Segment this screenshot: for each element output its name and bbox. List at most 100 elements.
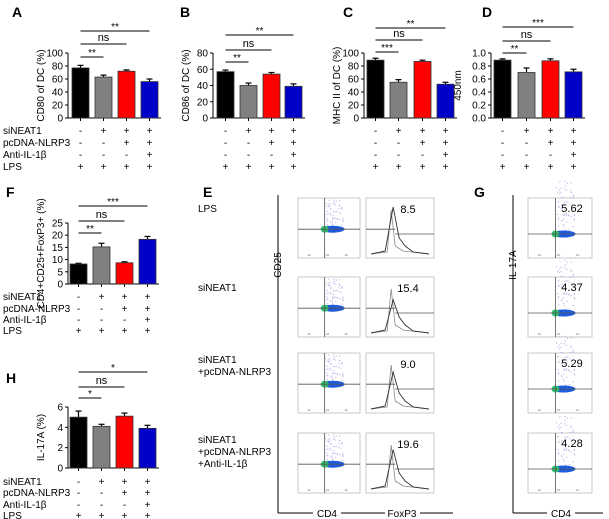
bar-H-3	[115, 415, 134, 469]
cell-dot	[339, 374, 341, 376]
cell-dot	[328, 434, 330, 436]
cell-dot	[562, 276, 564, 278]
cell-dot	[338, 290, 340, 293]
cell-dot	[574, 298, 576, 300]
cell-dot	[572, 460, 574, 463]
E-percentage: 9.0	[400, 359, 415, 371]
y-tick-label: 80	[197, 49, 209, 60]
cell-dot	[559, 181, 561, 183]
E-percentage: 19.6	[397, 439, 418, 451]
condition-sign: -	[100, 500, 103, 511]
cell-dot	[338, 443, 340, 445]
y-tick-label: 0	[57, 114, 63, 125]
condition-sign: +	[78, 162, 84, 173]
cell-dot	[330, 456, 332, 458]
condition-sign: +	[101, 126, 107, 137]
cell-dot	[563, 214, 565, 216]
cell-dot	[565, 214, 567, 216]
condition-sign: -	[100, 304, 103, 315]
cell-dot	[562, 297, 565, 299]
y-axis-label-H: IL-17A (%)	[36, 414, 47, 461]
cell-dot	[340, 212, 342, 214]
bar-D-4	[564, 71, 583, 119]
label-bg	[547, 507, 575, 519]
x-tick-label: 10	[557, 332, 561, 336]
condition-label: LPS	[3, 511, 22, 519]
y-tick-label: 0	[353, 114, 359, 125]
y-axis-label-B: CD86 of DC (%)	[181, 49, 192, 121]
cell-dot	[341, 442, 343, 444]
cell-dot	[558, 225, 560, 227]
x-tick-label: 10	[576, 488, 580, 492]
y-tick-label: 0	[57, 464, 63, 475]
panel-letter-F: F	[6, 184, 15, 200]
y-tick-label: 80	[348, 62, 360, 73]
x-tick-label: 10	[557, 408, 561, 412]
y-tick-label: 40	[348, 88, 360, 99]
cell-dot	[571, 283, 573, 285]
cell-dot	[565, 292, 567, 294]
cell-dot	[331, 375, 334, 377]
cell-dot	[562, 218, 565, 220]
cell-dot	[330, 447, 332, 449]
cell-dot	[557, 280, 559, 282]
cell-dot	[561, 375, 563, 377]
cell-dot	[333, 199, 335, 201]
cell-dot	[334, 289, 336, 292]
panel-letter-C: C	[343, 4, 353, 20]
cell-dot	[563, 363, 565, 366]
condition-label: pcDNA-NLRP3	[3, 138, 71, 149]
cell-dot	[339, 355, 341, 357]
y-tick-label: 60	[197, 65, 209, 76]
cell-dot	[336, 445, 338, 448]
cell-dot	[563, 460, 565, 462]
histogram-control	[370, 288, 430, 334]
cell-dot	[557, 346, 559, 348]
significance-label: ***	[381, 43, 393, 54]
cell-dot	[332, 358, 335, 360]
condition-sign: +	[76, 326, 82, 337]
cell-dot	[562, 197, 564, 199]
cell-dot	[341, 286, 343, 288]
x-tick-label: 10	[538, 253, 542, 257]
cell-dot	[331, 302, 334, 304]
y-tick-label: 100	[46, 49, 63, 60]
cell-dot	[570, 192, 572, 194]
significance-label: **	[86, 224, 94, 235]
cell-dot	[339, 454, 341, 456]
condition-sign: +	[122, 292, 128, 303]
significance-label: **	[111, 22, 119, 33]
cell-dot	[567, 436, 569, 438]
condition-sign: +	[571, 138, 577, 149]
cell-dot	[563, 368, 565, 370]
significance-label: ***	[107, 197, 119, 208]
condition-sign: +	[524, 126, 530, 137]
condition-sign: +	[291, 150, 297, 161]
cell-dot	[570, 216, 572, 218]
G-dotplot-4: 10 10 10	[527, 416, 593, 494]
cell-dot	[331, 299, 334, 301]
cell-dot	[563, 423, 566, 425]
cell-dot	[564, 280, 566, 283]
bar-F-2	[92, 246, 111, 285]
cell-dot	[565, 356, 567, 358]
condition-label: Anti-IL-1β	[3, 500, 47, 511]
bar-D-2	[517, 72, 536, 119]
cell-dot	[568, 229, 571, 231]
y-tick-label: 10	[52, 255, 64, 266]
cell-dot	[332, 211, 335, 213]
plot-frame	[527, 352, 593, 414]
cell-dot	[557, 218, 559, 220]
histogram-control	[370, 209, 430, 255]
cell-dot	[556, 342, 558, 344]
cell-dot	[560, 286, 562, 288]
cell-dot	[329, 358, 331, 360]
cell-dot	[342, 372, 344, 375]
cell-dot	[329, 205, 331, 207]
x-tick-label: 10	[345, 332, 349, 336]
cell-dot	[332, 369, 334, 372]
cell-dot	[326, 296, 328, 298]
E-dotplot-1: 10 10 10	[297, 197, 361, 259]
cell-dot	[334, 297, 336, 299]
significance-label: ns	[243, 38, 255, 50]
